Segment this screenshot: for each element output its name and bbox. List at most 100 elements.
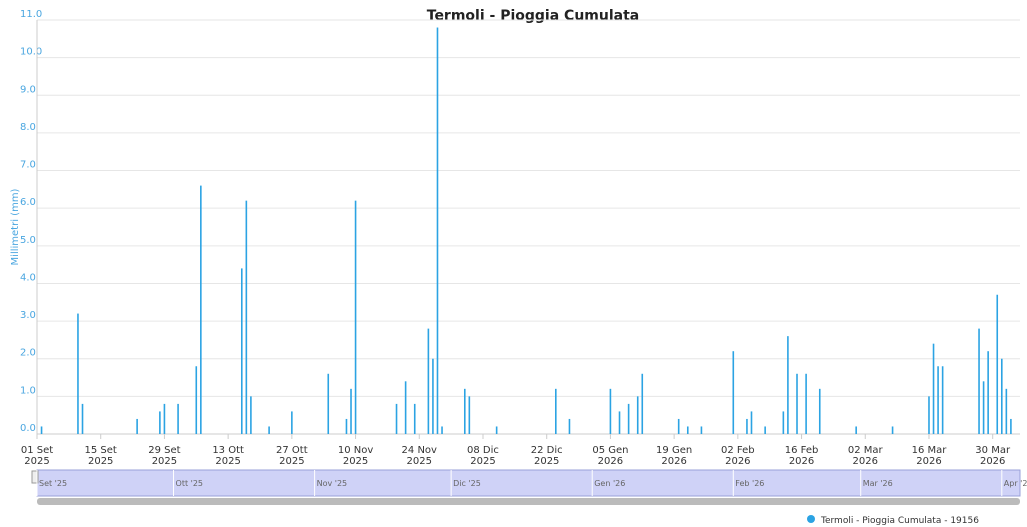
bar — [427, 328, 430, 434]
navigator-handle[interactable] — [31, 470, 39, 484]
bar — [40, 426, 43, 434]
bar — [404, 381, 407, 434]
x-tick-label: 19 Gen 2026 — [656, 445, 693, 467]
bar — [354, 200, 357, 434]
bar — [250, 396, 252, 434]
bar — [136, 418, 138, 434]
bar — [937, 366, 939, 434]
bar — [805, 373, 807, 434]
bar — [932, 343, 935, 434]
bar — [81, 403, 84, 434]
bar — [350, 388, 352, 434]
bar — [200, 185, 202, 434]
x-tick-label: 02 Feb 2026 — [721, 445, 755, 467]
legend-item[interactable]: Termoli - Pioggia Cumulata - 19156 — [807, 515, 979, 526]
bar — [1000, 358, 1003, 434]
navigator-label: Feb '26 — [735, 479, 764, 488]
y-tick-label: 3.0 — [20, 310, 36, 321]
y-axis-title: Millimetri (mm) — [10, 188, 21, 265]
bar — [432, 358, 434, 434]
chart-title: Termoli - Pioggia Cumulata — [427, 8, 639, 24]
legend-label: Termoli - Pioggia Cumulata - 19156 — [820, 516, 979, 526]
x-tick-label: 24 Nov 2025 — [401, 445, 437, 467]
bar — [436, 27, 439, 434]
bar — [240, 268, 243, 434]
bar — [327, 373, 330, 434]
bar — [787, 336, 789, 434]
navigator-label: Nov '25 — [317, 479, 348, 488]
bar — [782, 411, 785, 434]
x-tick-label: 30 Mar 2026 — [975, 445, 1011, 467]
bar — [555, 388, 557, 434]
bar — [732, 351, 735, 434]
bar — [463, 388, 466, 434]
bar — [636, 396, 639, 434]
bar — [495, 426, 498, 434]
x-tick-label: 15 Set 2025 — [84, 445, 117, 467]
bar — [641, 373, 644, 434]
bar — [996, 294, 999, 434]
bar — [609, 388, 612, 434]
bar — [686, 426, 689, 434]
x-tick-label: 02 Mar 2026 — [847, 445, 883, 467]
x-tick-label: 13 Ott 2025 — [212, 445, 244, 467]
x-tick-label: 01 Set 2025 — [20, 445, 54, 467]
scrollbar[interactable] — [37, 498, 1020, 505]
navigator-label: Apr '2 — [1004, 479, 1027, 488]
y-tick-label: 5.0 — [20, 235, 36, 246]
y-tick-label: 4.0 — [20, 272, 36, 283]
x-tick-label: 08 Dic 2025 — [467, 445, 499, 467]
y-tick-label: 9.0 — [20, 84, 36, 95]
bar — [764, 426, 766, 434]
bar — [855, 426, 857, 434]
bar — [195, 366, 198, 434]
x-tick-label: 16 Mar 2026 — [911, 445, 947, 467]
bar — [796, 373, 798, 434]
navigator-label: Set '25 — [39, 479, 67, 488]
y-tick-label: 11.0 — [20, 9, 42, 20]
y-tick-label: 8.0 — [20, 122, 36, 133]
bar — [177, 403, 179, 434]
y-tick-label: 1.0 — [20, 385, 36, 396]
bar — [468, 396, 471, 434]
bar — [750, 411, 753, 434]
bar — [159, 411, 161, 434]
bar — [928, 396, 930, 434]
bar — [982, 381, 985, 434]
bar — [395, 403, 398, 434]
y-tick-label: 2.0 — [20, 348, 36, 359]
bar — [746, 418, 748, 434]
y-tick-label: 7.0 — [20, 160, 36, 171]
bar — [413, 403, 416, 434]
bar — [891, 426, 894, 434]
x-tick-label: 27 Ott 2025 — [276, 445, 308, 467]
x-tick-label: 29 Set 2025 — [148, 445, 181, 467]
bar — [441, 426, 443, 434]
bar — [1005, 388, 1008, 434]
bar — [978, 328, 980, 434]
bar — [291, 411, 293, 434]
bar — [818, 388, 821, 434]
bar — [1010, 418, 1012, 434]
x-tick-label: 22 Dic 2025 — [530, 445, 563, 467]
y-tick-label: 6.0 — [20, 197, 36, 208]
bar — [77, 313, 79, 434]
bar — [163, 403, 166, 434]
x-tick-label: 16 Feb 2026 — [784, 445, 819, 467]
navigator-label: Gen '26 — [594, 479, 625, 488]
navigator-label: Ott '25 — [176, 479, 204, 488]
bar — [245, 200, 248, 434]
x-tick-label: 05 Gen 2026 — [592, 445, 629, 467]
bar — [568, 418, 571, 434]
legend-marker — [807, 515, 815, 523]
bar — [627, 403, 630, 434]
navigator-label: Dic '25 — [453, 479, 481, 488]
bar — [941, 366, 944, 434]
y-tick-label: 0.0 — [20, 423, 36, 434]
bar — [618, 411, 621, 434]
navigator-label: Mar '26 — [863, 479, 893, 488]
x-tick-label: 10 Nov 2025 — [337, 445, 374, 467]
bar — [345, 418, 348, 434]
